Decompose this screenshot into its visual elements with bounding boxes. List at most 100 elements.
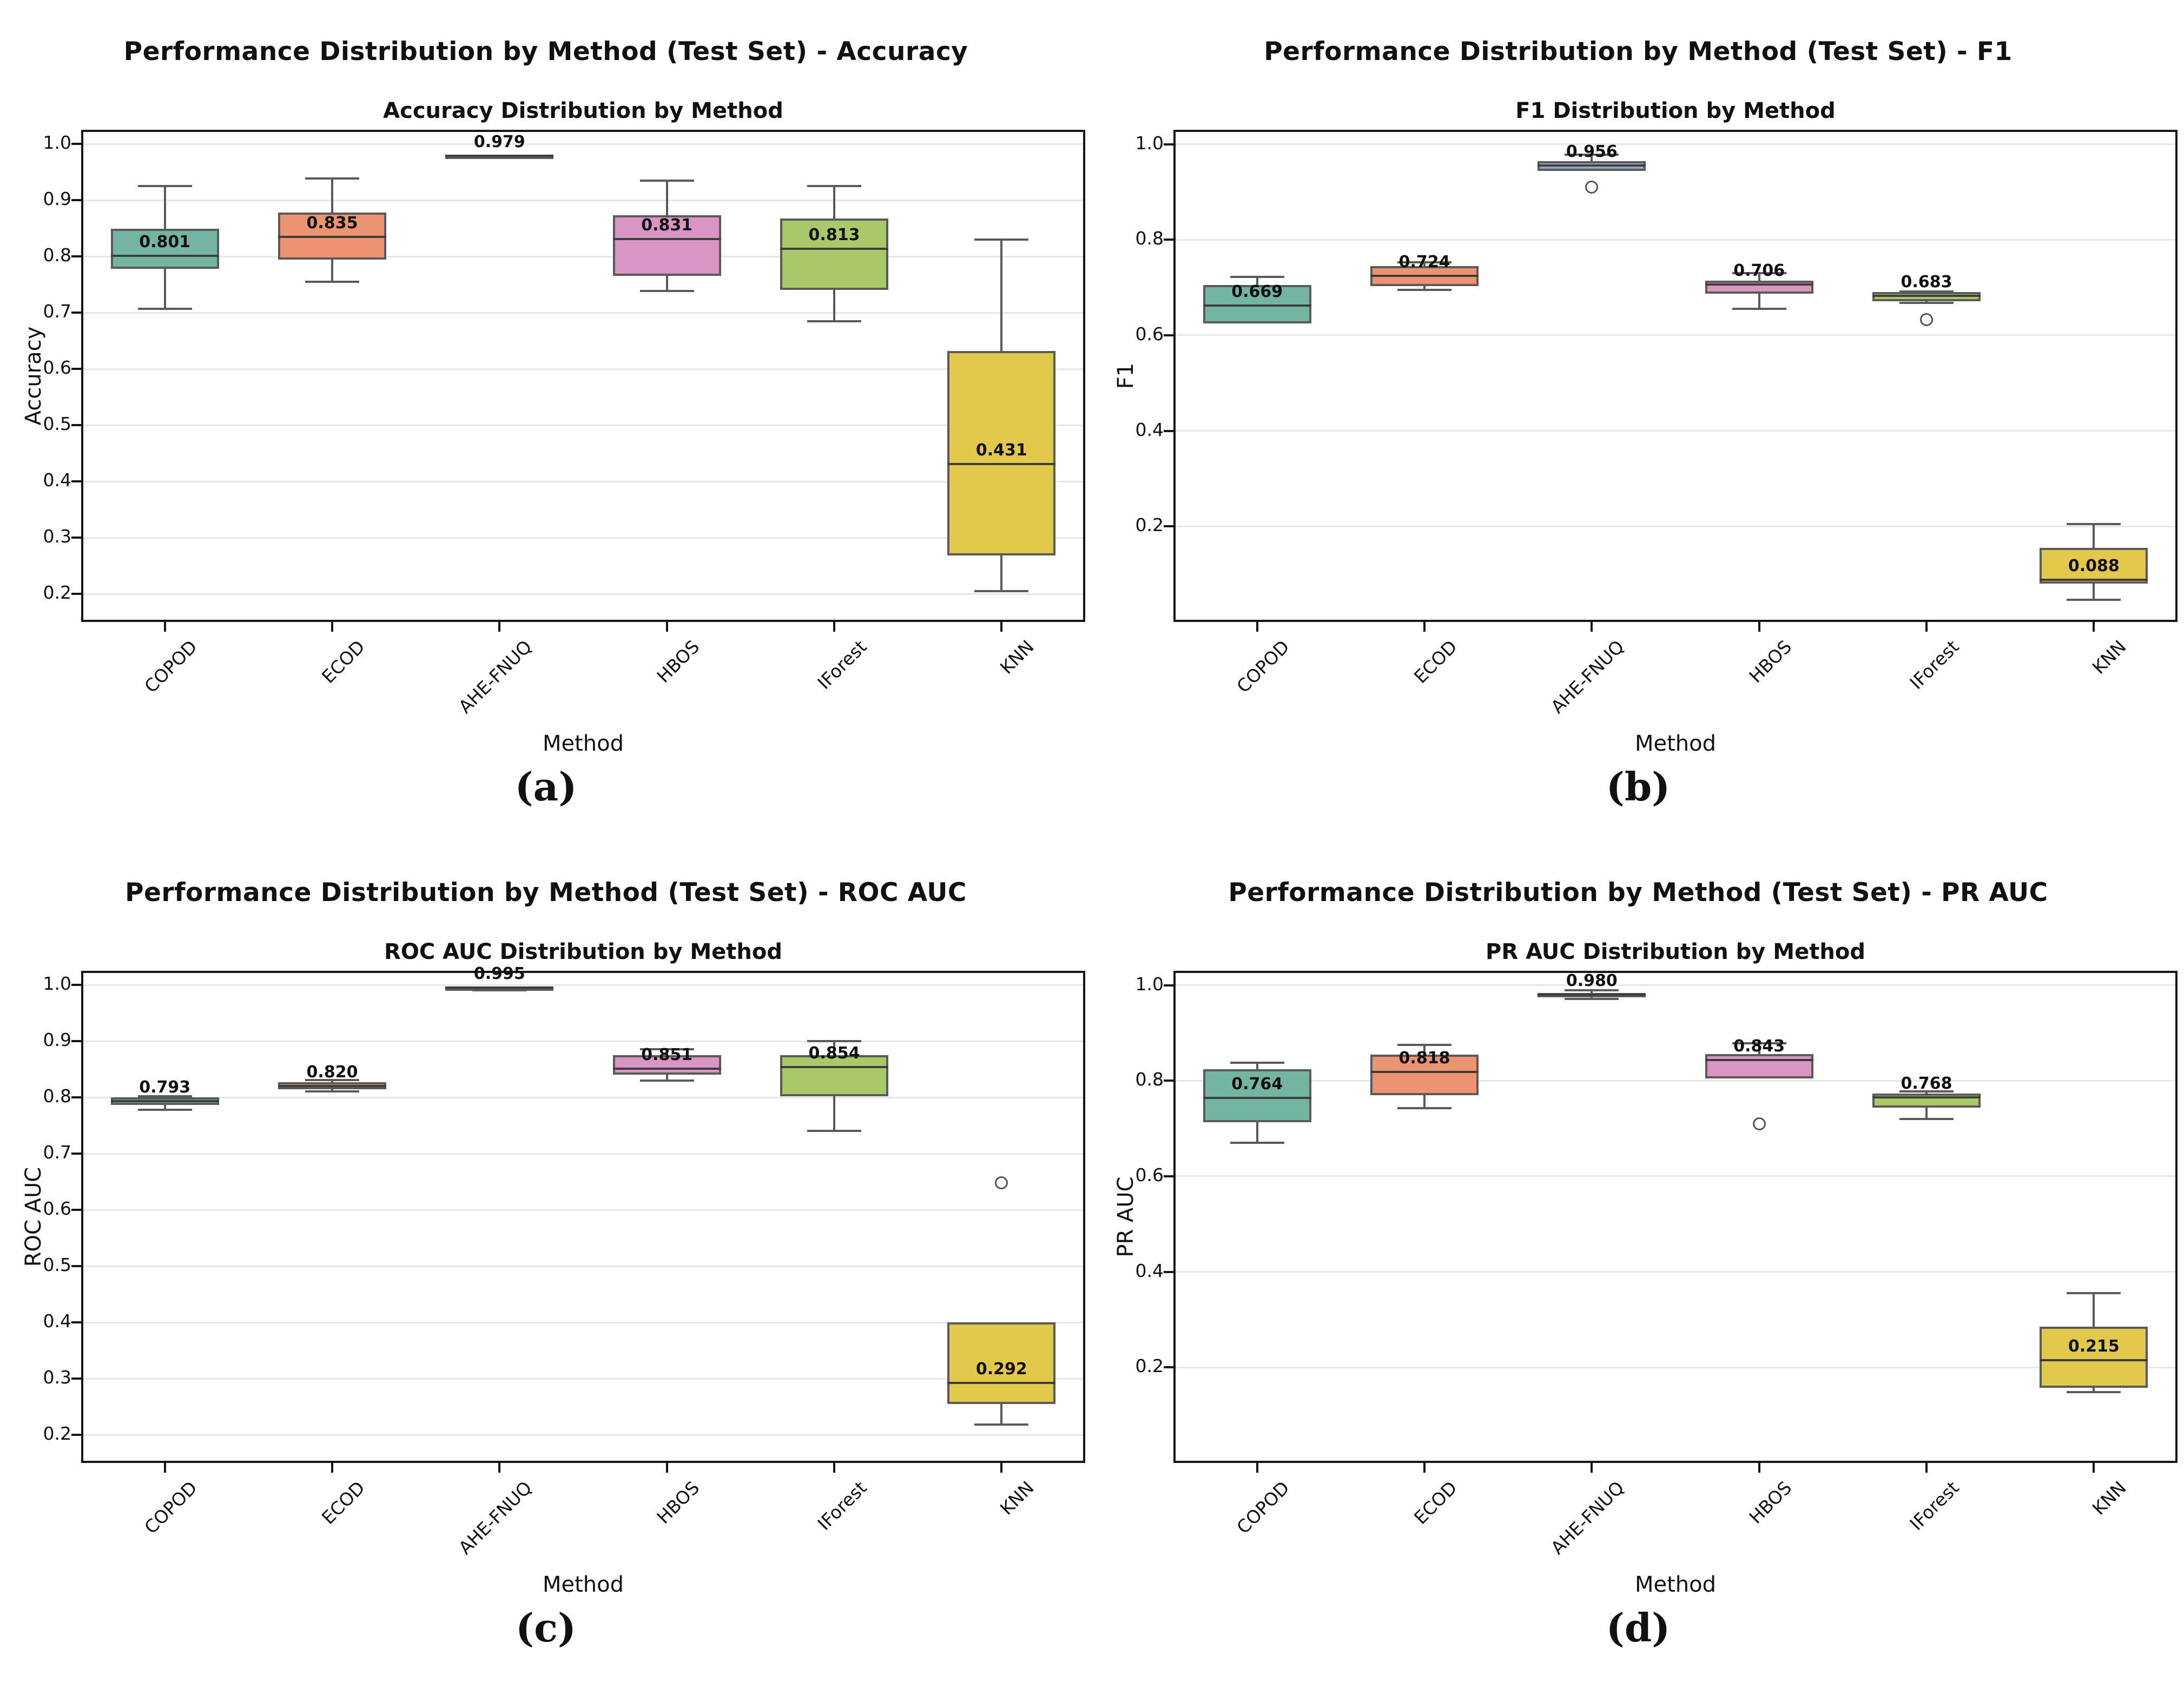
median-line <box>278 1085 386 1088</box>
y-tick <box>1164 1080 1173 1082</box>
whisker-cap <box>639 1048 694 1050</box>
median-label: 0.088 <box>2068 557 2120 576</box>
x-tick-label: IForest <box>813 1477 871 1535</box>
figure-suptitle: Performance Distribution by Method (Test… <box>1264 37 2013 67</box>
y-tick <box>1164 525 1173 528</box>
x-tick-label: AHE-FNUQ <box>454 1477 536 1559</box>
box-knn <box>2040 1327 2148 1388</box>
box-ecod <box>1370 1054 1479 1095</box>
whisker-cap <box>1899 301 1954 304</box>
whisker-lower <box>1758 294 1760 309</box>
y-tick <box>1164 984 1173 986</box>
whisker-upper <box>665 180 668 216</box>
y-tick-label: 0.6 <box>43 357 71 378</box>
median-line <box>1872 294 1981 297</box>
x-tick-label: ECOD <box>317 636 369 687</box>
x-tick <box>1925 1463 1928 1473</box>
x-axis-label: Method <box>1634 731 1717 756</box>
box-knn <box>2040 548 2148 584</box>
y-tick <box>71 255 81 257</box>
median-line <box>1538 994 1646 996</box>
whisker-cap <box>639 1079 694 1082</box>
box-hbos <box>612 215 721 276</box>
whisker-cap <box>305 1090 359 1092</box>
whisker-lower <box>665 276 668 292</box>
gridline <box>81 1378 1085 1380</box>
whisker-cap <box>305 280 359 283</box>
y-tick <box>71 537 81 539</box>
x-tick <box>1591 1463 1593 1473</box>
y-tick <box>71 1321 81 1323</box>
gridline <box>81 480 1085 482</box>
x-tick-label: COPOD <box>140 1477 202 1538</box>
median-label: 0.843 <box>1733 1037 1785 1056</box>
y-tick-label: 0.5 <box>43 1254 71 1275</box>
outlier-point <box>1920 313 1933 326</box>
whisker-cap <box>1732 1042 1786 1045</box>
y-tick-label: 0.8 <box>43 1085 71 1107</box>
y-tick <box>1164 334 1173 336</box>
y-tick-label: 0.2 <box>43 1423 71 1444</box>
median-label: 0.831 <box>641 215 693 235</box>
whisker-upper <box>2093 1293 2095 1327</box>
y-tick-label: 0.3 <box>43 1367 71 1388</box>
x-tick-label: AHE-FNUQ <box>454 636 536 718</box>
whisker-upper <box>1000 239 1003 351</box>
median-line <box>947 1382 1056 1385</box>
median-line <box>1370 275 1479 277</box>
y-tick <box>1164 1270 1173 1273</box>
x-tick-label: ECOD <box>317 1477 369 1528</box>
gridline <box>81 255 1085 257</box>
median-label: 0.683 <box>1901 272 1952 292</box>
axes-frame <box>81 130 1085 622</box>
x-tick <box>163 622 166 632</box>
y-tick <box>1164 1366 1173 1369</box>
whisker-cap <box>1397 288 1451 291</box>
subfigure-caption: (c) <box>516 1605 576 1651</box>
y-tick-label: 0.8 <box>43 244 71 266</box>
gridline <box>1173 984 2178 986</box>
gridline <box>1173 239 2178 241</box>
median-label: 0.215 <box>2068 1337 2120 1356</box>
whisker-lower <box>2093 584 2095 600</box>
whisker-upper <box>163 186 166 229</box>
x-tick <box>1423 1463 1426 1473</box>
whisker-cap <box>1230 1142 1284 1144</box>
gridline <box>81 1209 1085 1211</box>
y-tick-label: 1.0 <box>43 132 71 153</box>
gridline <box>1173 1080 2178 1082</box>
whisker-lower <box>1423 286 1426 290</box>
y-tick <box>71 1040 81 1042</box>
y-tick-label: 0.8 <box>1135 228 1164 249</box>
y-tick-label: 0.8 <box>1135 1069 1164 1090</box>
whisker-lower <box>833 290 835 321</box>
whisker-cap <box>639 179 694 182</box>
whisker-cap <box>1565 153 1619 156</box>
median-line <box>445 986 554 989</box>
whisker-lower <box>1423 1095 1426 1109</box>
plot-area: 0.2 0.4 0.6 0.8 1.0 0.764 COPOD 0.818 ECOD 0.980 A… <box>1092 841 2184 1682</box>
whisker-upper <box>1925 1091 1928 1094</box>
gridline <box>81 368 1085 370</box>
median-label: 0.801 <box>139 232 191 251</box>
whisker-lower <box>163 268 166 309</box>
axes-title: Accuracy Distribution by Method <box>383 98 783 123</box>
x-tick-label: COPOD <box>1232 636 1294 697</box>
gridline <box>1173 143 2178 145</box>
whisker-cap <box>1397 1043 1451 1046</box>
gridline <box>1173 1271 2178 1273</box>
axes-frame <box>81 971 1085 1463</box>
x-tick <box>1256 622 1258 632</box>
median-line <box>780 1065 888 1068</box>
whisker-cap <box>1565 998 1619 1001</box>
whisker-cap <box>639 290 694 293</box>
x-tick-label: IForest <box>813 636 871 694</box>
whisker-lower <box>2093 1388 2095 1393</box>
panel-pr-auc: Performance Distribution by Method (Test… <box>1092 841 2184 1682</box>
whisker-cap <box>1397 1107 1451 1110</box>
x-tick <box>665 622 668 632</box>
x-tick <box>1758 622 1760 632</box>
y-tick-label: 0.7 <box>43 301 71 322</box>
box-copod <box>110 229 219 269</box>
x-tick <box>163 1463 166 1473</box>
